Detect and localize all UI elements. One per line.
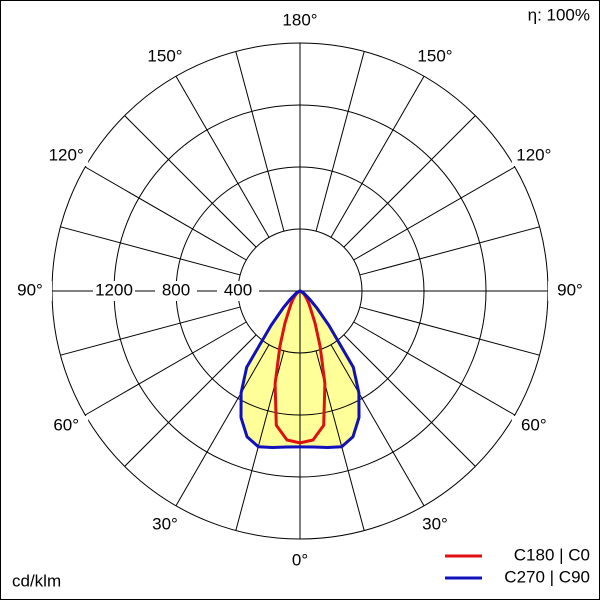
label-bg — [143, 47, 187, 68]
spoke — [60, 306, 241, 356]
area — [300, 291, 359, 448]
spoke — [124, 115, 257, 248]
label-bg — [511, 416, 556, 436]
spoke — [343, 115, 476, 248]
label-bg — [155, 281, 197, 301]
spoke — [330, 75, 425, 238]
label-bg — [44, 416, 89, 436]
label-bg — [44, 146, 89, 166]
curve — [239, 289, 301, 449]
r-tick-label: 1200 — [95, 280, 133, 299]
spoke — [124, 334, 257, 467]
spoke — [353, 321, 516, 416]
curve — [299, 289, 361, 449]
theta-tick-label: 60° — [53, 415, 79, 434]
spoke — [359, 306, 540, 356]
spoke — [175, 344, 270, 507]
spoke — [175, 75, 270, 238]
spoke — [235, 51, 285, 232]
label-bg — [217, 281, 259, 301]
theta-tick-label: 90° — [557, 280, 583, 299]
theta-tick-label: 60° — [521, 415, 547, 434]
legend-label: C180 | C0 — [514, 545, 590, 564]
label-bg — [413, 47, 457, 68]
theta-tick-label: 180° — [282, 10, 317, 29]
r-tick-label: 800 — [162, 280, 190, 299]
spoke — [353, 166, 516, 261]
label-bg — [143, 514, 187, 535]
theta-tick-label: 90° — [17, 280, 43, 299]
spoke — [343, 334, 476, 467]
spoke — [84, 166, 247, 261]
label-bg — [278, 551, 322, 571]
theta-tick-label: 0° — [292, 550, 308, 569]
spoke — [60, 226, 241, 276]
theta-tick-label: 30° — [152, 514, 178, 533]
spoke — [315, 51, 365, 232]
label-bg — [278, 11, 322, 31]
unit-label: cd/klm — [12, 571, 61, 590]
r-tick-label: 400 — [224, 280, 252, 299]
label-bg — [511, 146, 556, 166]
theta-tick-label: 30° — [422, 514, 448, 533]
theta-tick-label: 120° — [49, 145, 84, 164]
spoke — [330, 344, 425, 507]
area — [241, 291, 300, 448]
label-bg — [8, 281, 52, 301]
label-bg — [548, 281, 592, 301]
spoke — [359, 226, 540, 276]
label-bg — [93, 281, 135, 301]
legend-label: C270 | C90 — [504, 567, 590, 586]
chart-title: η: 100% — [528, 5, 590, 24]
theta-tick-label: 150° — [147, 47, 182, 66]
label-bg — [413, 514, 457, 535]
theta-tick-label: 120° — [516, 145, 551, 164]
spoke — [84, 321, 247, 416]
theta-tick-label: 150° — [417, 47, 452, 66]
